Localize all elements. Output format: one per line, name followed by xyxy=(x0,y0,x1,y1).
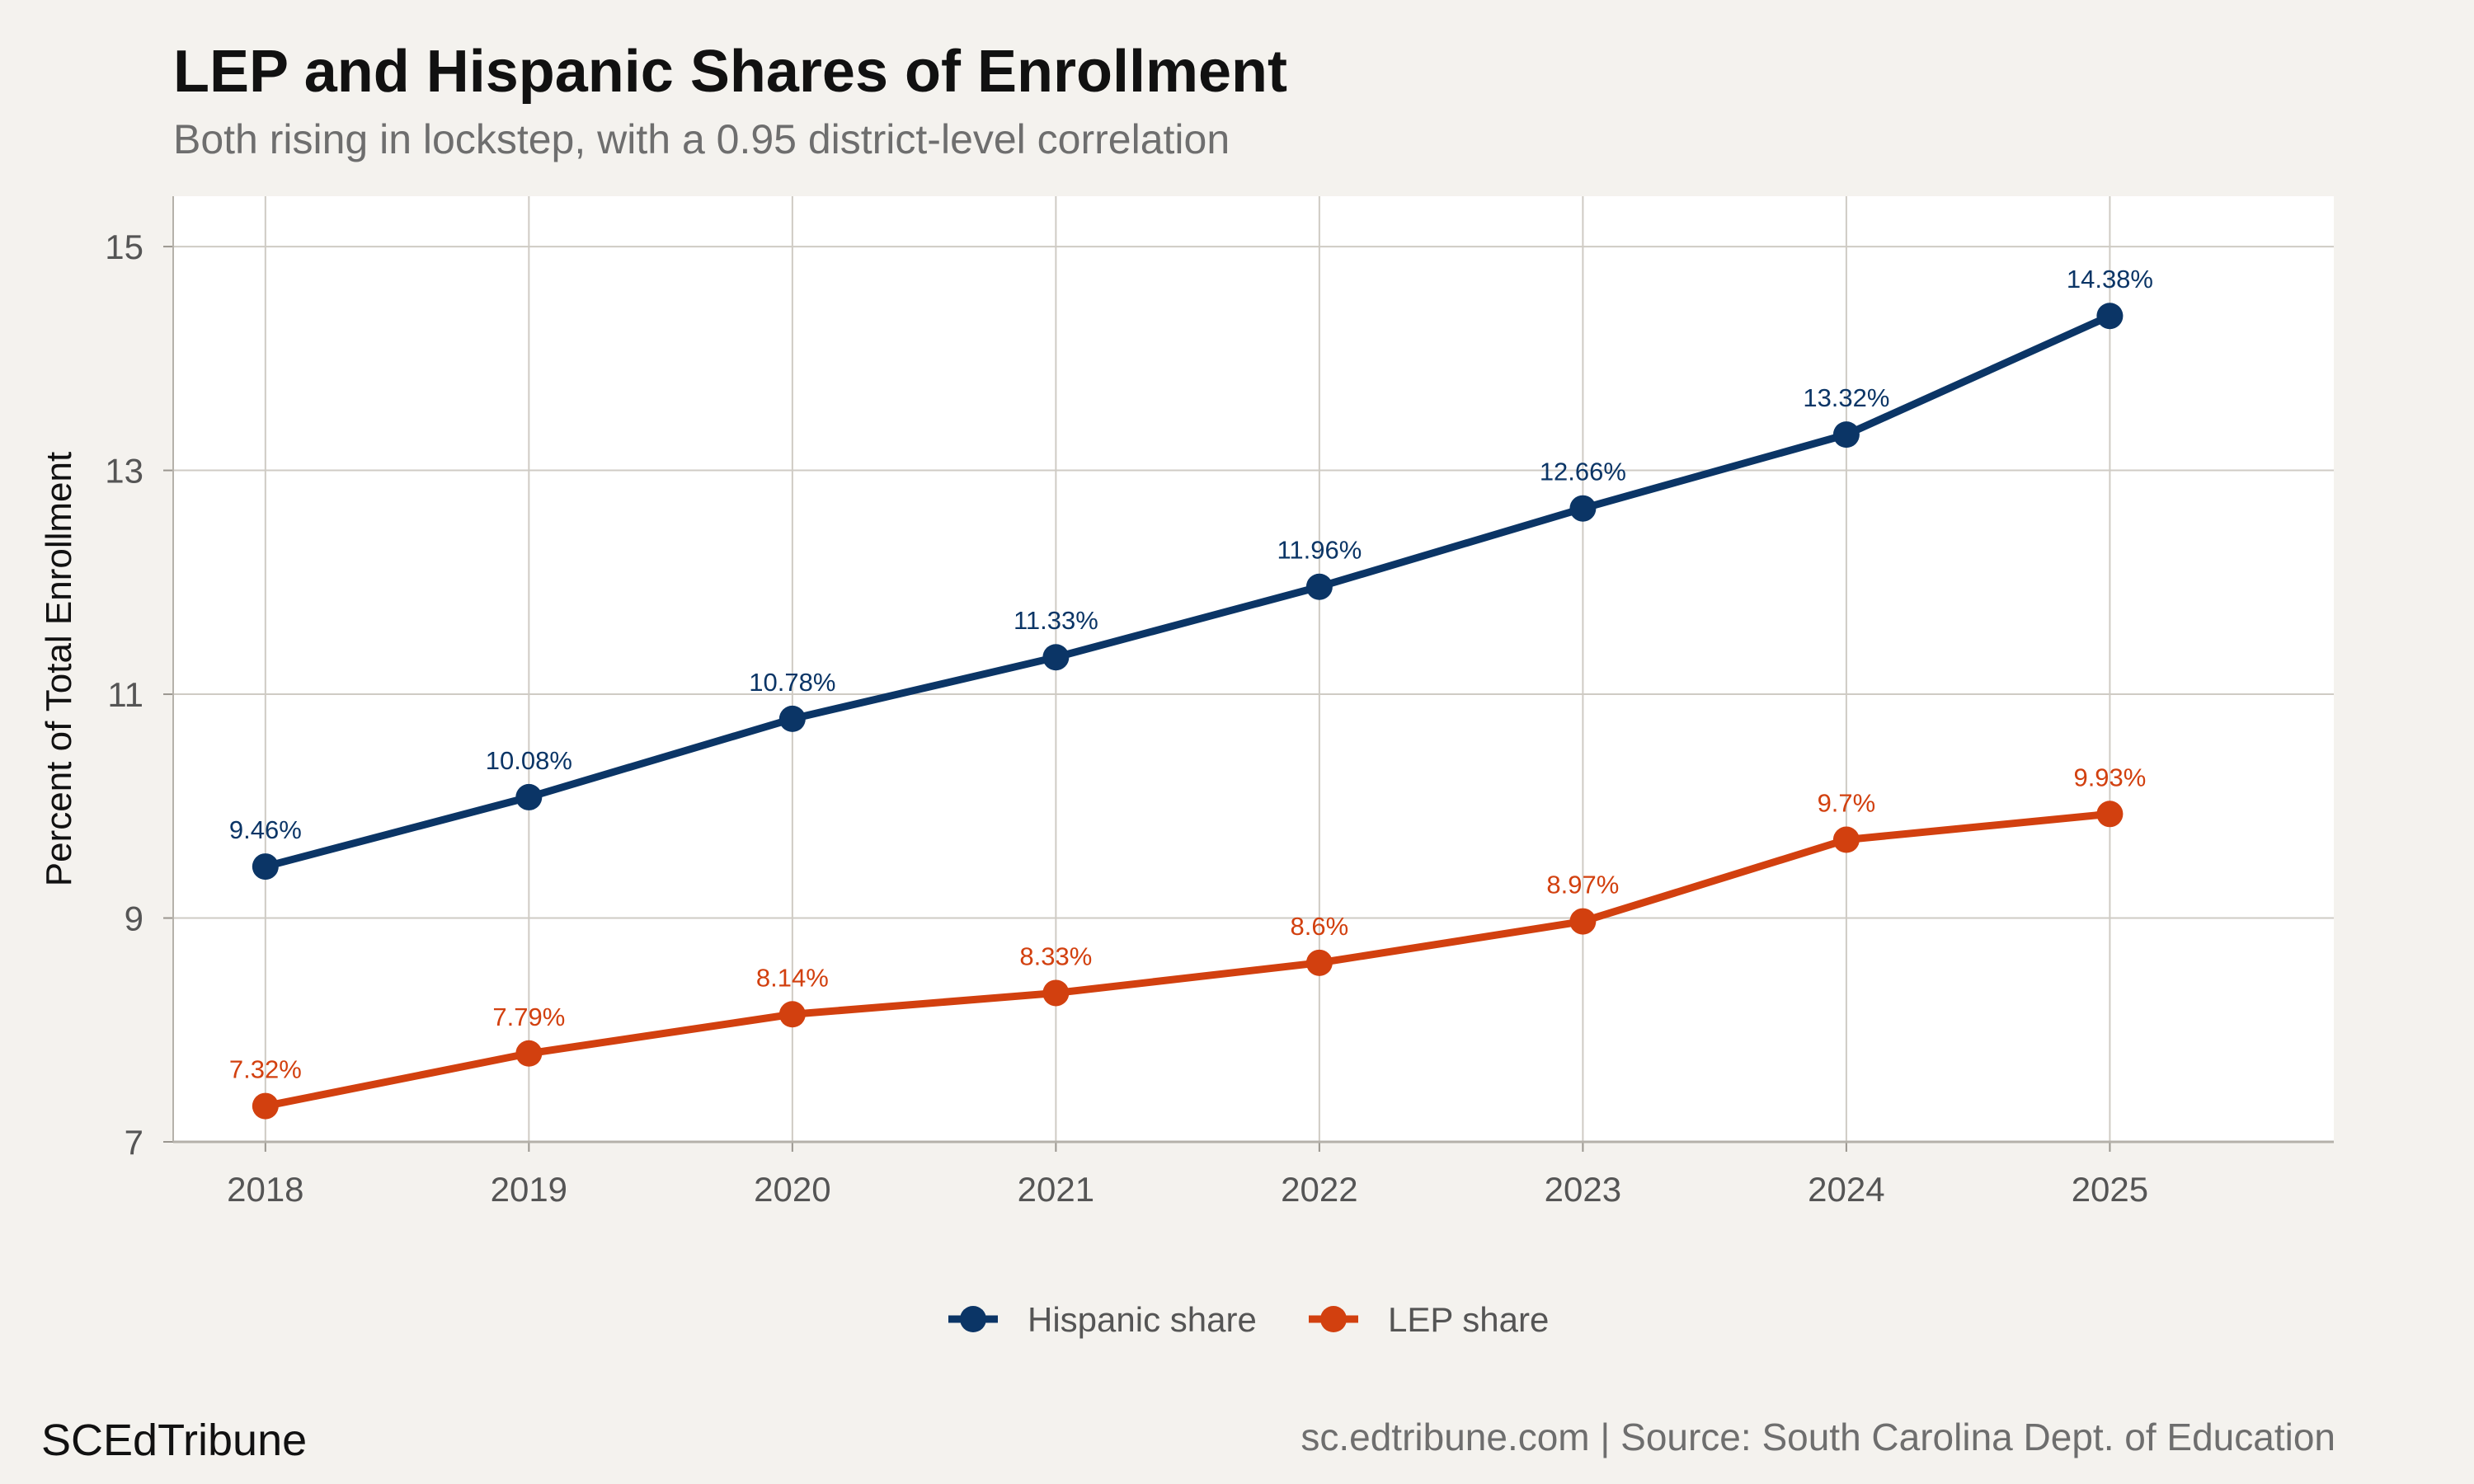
lep-share-point xyxy=(1305,949,1333,976)
legend: Hispanic share LEP share xyxy=(948,1300,1549,1339)
legend-item-lep-share: LEP share xyxy=(1309,1300,1549,1339)
source-credit: sc.edtribune.com | Source: South Carolin… xyxy=(1300,1416,2335,1458)
y-tick-label: 15 xyxy=(105,228,143,266)
y-tick-label: 7 xyxy=(125,1123,143,1162)
y-tick-label: 11 xyxy=(107,675,143,714)
lep-share-point xyxy=(1569,908,1597,935)
lep-share-point xyxy=(1832,826,1860,853)
lep-share-point xyxy=(2096,801,2124,828)
x-tick-label: 2023 xyxy=(1545,1170,1621,1209)
brand-name: SCEdTribune xyxy=(41,1416,308,1465)
hispanic-share-line xyxy=(261,312,2114,871)
hispanic-share-data-label: 9.46% xyxy=(229,815,302,844)
lep-share-line xyxy=(261,810,2114,1111)
y-tick-label: 13 xyxy=(105,452,143,491)
grid-lines xyxy=(173,196,2334,1143)
lep-share-data-label: 8.14% xyxy=(756,963,829,992)
chart-subtitle: Both rising in lockstep, with a 0.95 dis… xyxy=(173,116,1230,162)
x-tick-label: 2024 xyxy=(1808,1170,1884,1209)
plot-panel xyxy=(173,196,2334,1142)
hispanic-share-data-label: 10.08% xyxy=(486,746,572,775)
lep-share-data-label: 8.97% xyxy=(1546,871,1619,899)
hispanic-share-data-label: 10.78% xyxy=(749,668,835,697)
hispanic-share-point xyxy=(1832,421,1860,448)
hispanic-share-point xyxy=(252,853,279,881)
hispanic-share-point xyxy=(515,783,543,810)
lep-share-point xyxy=(778,1001,806,1028)
hispanic-share-data-label: 13.32% xyxy=(1803,383,1889,412)
hispanic-share-point xyxy=(778,705,806,732)
legend-item-hispanic-share: Hispanic share xyxy=(948,1300,1257,1339)
x-tick-label: 2019 xyxy=(491,1170,567,1209)
hispanic-share-point xyxy=(2096,303,2124,330)
data-labels: 9.46% 10.08% 10.78% 11.33% 11.96% 12.66% 13.32… xyxy=(229,265,2153,1083)
hispanic-share-data-label: 14.38% xyxy=(2067,265,2153,294)
lep-share-data-label: 8.6% xyxy=(1291,912,1349,941)
lep-share-point xyxy=(252,1092,279,1120)
legend-label: LEP share xyxy=(1388,1300,1549,1339)
x-tick-label: 2022 xyxy=(1281,1170,1357,1209)
x-tick-label: 2021 xyxy=(1018,1170,1094,1209)
series-layer xyxy=(252,303,2124,1120)
legend-swatch-point xyxy=(1320,1306,1347,1332)
hispanic-share-point xyxy=(1569,495,1597,522)
chart-title: LEP and Hispanic Shares of Enrollment xyxy=(173,39,1287,105)
lep-share-data-label: 7.32% xyxy=(229,1055,302,1084)
axes: 7 9 11 13 15 2018 2019 2020 2021 2022 2023 2024 2025 xyxy=(105,196,2334,1209)
lep-share-data-label: 9.7% xyxy=(1818,789,1876,818)
lep-share-data-label: 9.93% xyxy=(2073,763,2146,791)
hispanic-share-data-label: 12.66% xyxy=(1540,458,1626,486)
hispanic-share-point xyxy=(1042,644,1070,671)
hispanic-share-data-label: 11.33% xyxy=(1014,606,1098,635)
y-axis-label: Percent of Total Enrollment xyxy=(39,452,79,886)
legend-swatch-point xyxy=(960,1306,986,1332)
x-tick-label: 2025 xyxy=(2072,1170,2148,1209)
hispanic-share-point xyxy=(1305,573,1333,600)
legend-label: Hispanic share xyxy=(1028,1300,1257,1339)
lep-share-point xyxy=(515,1040,543,1067)
x-tick-label: 2018 xyxy=(227,1170,303,1209)
lep-share-point xyxy=(1042,979,1070,1007)
x-tick-label: 2020 xyxy=(754,1170,830,1209)
lep-share-data-label: 7.79% xyxy=(492,1003,565,1031)
y-tick-label: 9 xyxy=(125,899,143,938)
hispanic-share-data-label: 11.96% xyxy=(1277,536,1362,565)
lep-share-data-label: 8.33% xyxy=(1019,942,1092,970)
